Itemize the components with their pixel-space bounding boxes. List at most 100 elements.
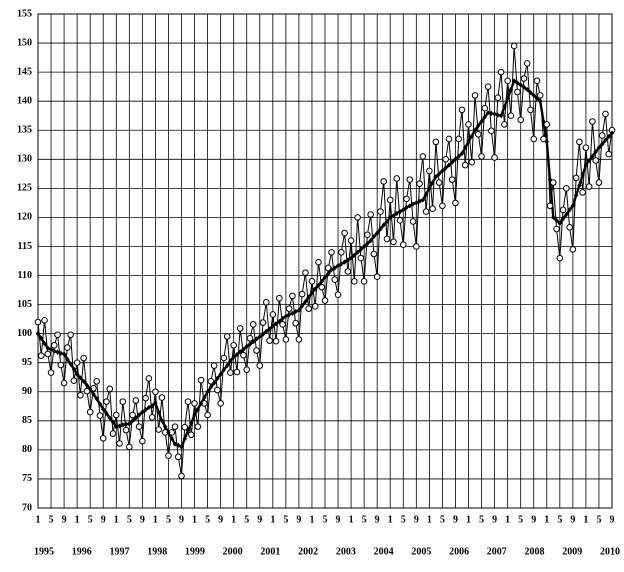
- point: [485, 110, 491, 116]
- point: [136, 412, 142, 418]
- point: [303, 299, 308, 305]
- point: [67, 331, 74, 339]
- point: [570, 203, 576, 209]
- point: [435, 179, 443, 186]
- x-tick-label: 5: [244, 514, 249, 525]
- point: [197, 376, 205, 384]
- point: [143, 407, 148, 413]
- point: [432, 138, 440, 146]
- point: [210, 362, 218, 369]
- point: [148, 414, 156, 421]
- x-tick-label: 9: [179, 514, 184, 525]
- point: [348, 255, 354, 261]
- x-tick-label: 5: [49, 514, 54, 525]
- point: [492, 111, 497, 117]
- point: [446, 162, 452, 168]
- point: [358, 246, 364, 252]
- point: [567, 207, 572, 213]
- point: [388, 214, 393, 221]
- point: [573, 192, 579, 198]
- point: [87, 386, 93, 392]
- point: [192, 412, 197, 418]
- x-tick-label: 9: [296, 514, 301, 525]
- x-tick-label: 9: [62, 514, 67, 525]
- point: [191, 400, 198, 407]
- point: [86, 408, 94, 416]
- x-tick-label: 5: [518, 514, 523, 525]
- point: [585, 183, 593, 190]
- point: [251, 339, 256, 345]
- point: [471, 92, 479, 99]
- point: [334, 291, 342, 299]
- x-tick-label: 5: [127, 514, 132, 525]
- point: [605, 150, 613, 158]
- point: [70, 377, 78, 385]
- point: [292, 319, 299, 327]
- point: [445, 135, 453, 143]
- point: [101, 406, 106, 412]
- point: [179, 444, 184, 450]
- point: [484, 83, 492, 90]
- x-tick-label: 5: [88, 514, 93, 525]
- year-label: 2007: [487, 546, 507, 557]
- point: [96, 412, 104, 419]
- point: [468, 158, 476, 166]
- y-tick-label: 100: [17, 328, 32, 339]
- point: [439, 202, 446, 210]
- point: [54, 331, 61, 339]
- y-tick-label: 75: [22, 473, 32, 484]
- point: [204, 411, 211, 419]
- point: [45, 345, 50, 351]
- point: [94, 396, 99, 402]
- point: [272, 337, 280, 345]
- point: [556, 254, 564, 262]
- x-tick-label: 1: [583, 514, 588, 525]
- point: [546, 202, 554, 210]
- x-tick-label: 1: [505, 514, 510, 525]
- point: [551, 214, 556, 221]
- point: [84, 382, 90, 388]
- point: [531, 92, 536, 98]
- point: [264, 328, 269, 334]
- year-label: 2006: [449, 546, 469, 557]
- point: [44, 350, 52, 358]
- point: [495, 112, 501, 118]
- y-tick-label: 95: [22, 357, 32, 368]
- point: [373, 273, 381, 280]
- point: [249, 321, 257, 328]
- point: [279, 321, 286, 328]
- point: [276, 294, 283, 302]
- year-label: 2000: [223, 546, 243, 557]
- point: [380, 178, 388, 185]
- point: [253, 347, 260, 354]
- year-label: 2003: [336, 546, 356, 557]
- point: [227, 369, 234, 376]
- point: [544, 139, 549, 145]
- point: [489, 110, 494, 116]
- point: [494, 94, 502, 101]
- point: [228, 358, 233, 364]
- point: [394, 210, 399, 216]
- point: [527, 106, 534, 114]
- year-label: 1999: [185, 546, 205, 557]
- point: [352, 252, 357, 258]
- point: [436, 171, 442, 177]
- point: [474, 131, 482, 138]
- year-label: 1995: [34, 546, 54, 557]
- point: [302, 269, 309, 276]
- point: [401, 207, 406, 213]
- point: [267, 326, 272, 332]
- point: [81, 378, 86, 384]
- point: [448, 176, 456, 183]
- point: [153, 400, 158, 406]
- x-tick-label: 9: [570, 514, 575, 525]
- point: [35, 331, 41, 337]
- x-tick-label: 9: [453, 514, 458, 525]
- point: [482, 114, 488, 120]
- x-tick-label: 1: [466, 514, 471, 525]
- point: [433, 174, 439, 180]
- point: [391, 213, 396, 219]
- x-tick-label: 9: [610, 514, 615, 525]
- point: [520, 75, 528, 82]
- point: [606, 134, 611, 140]
